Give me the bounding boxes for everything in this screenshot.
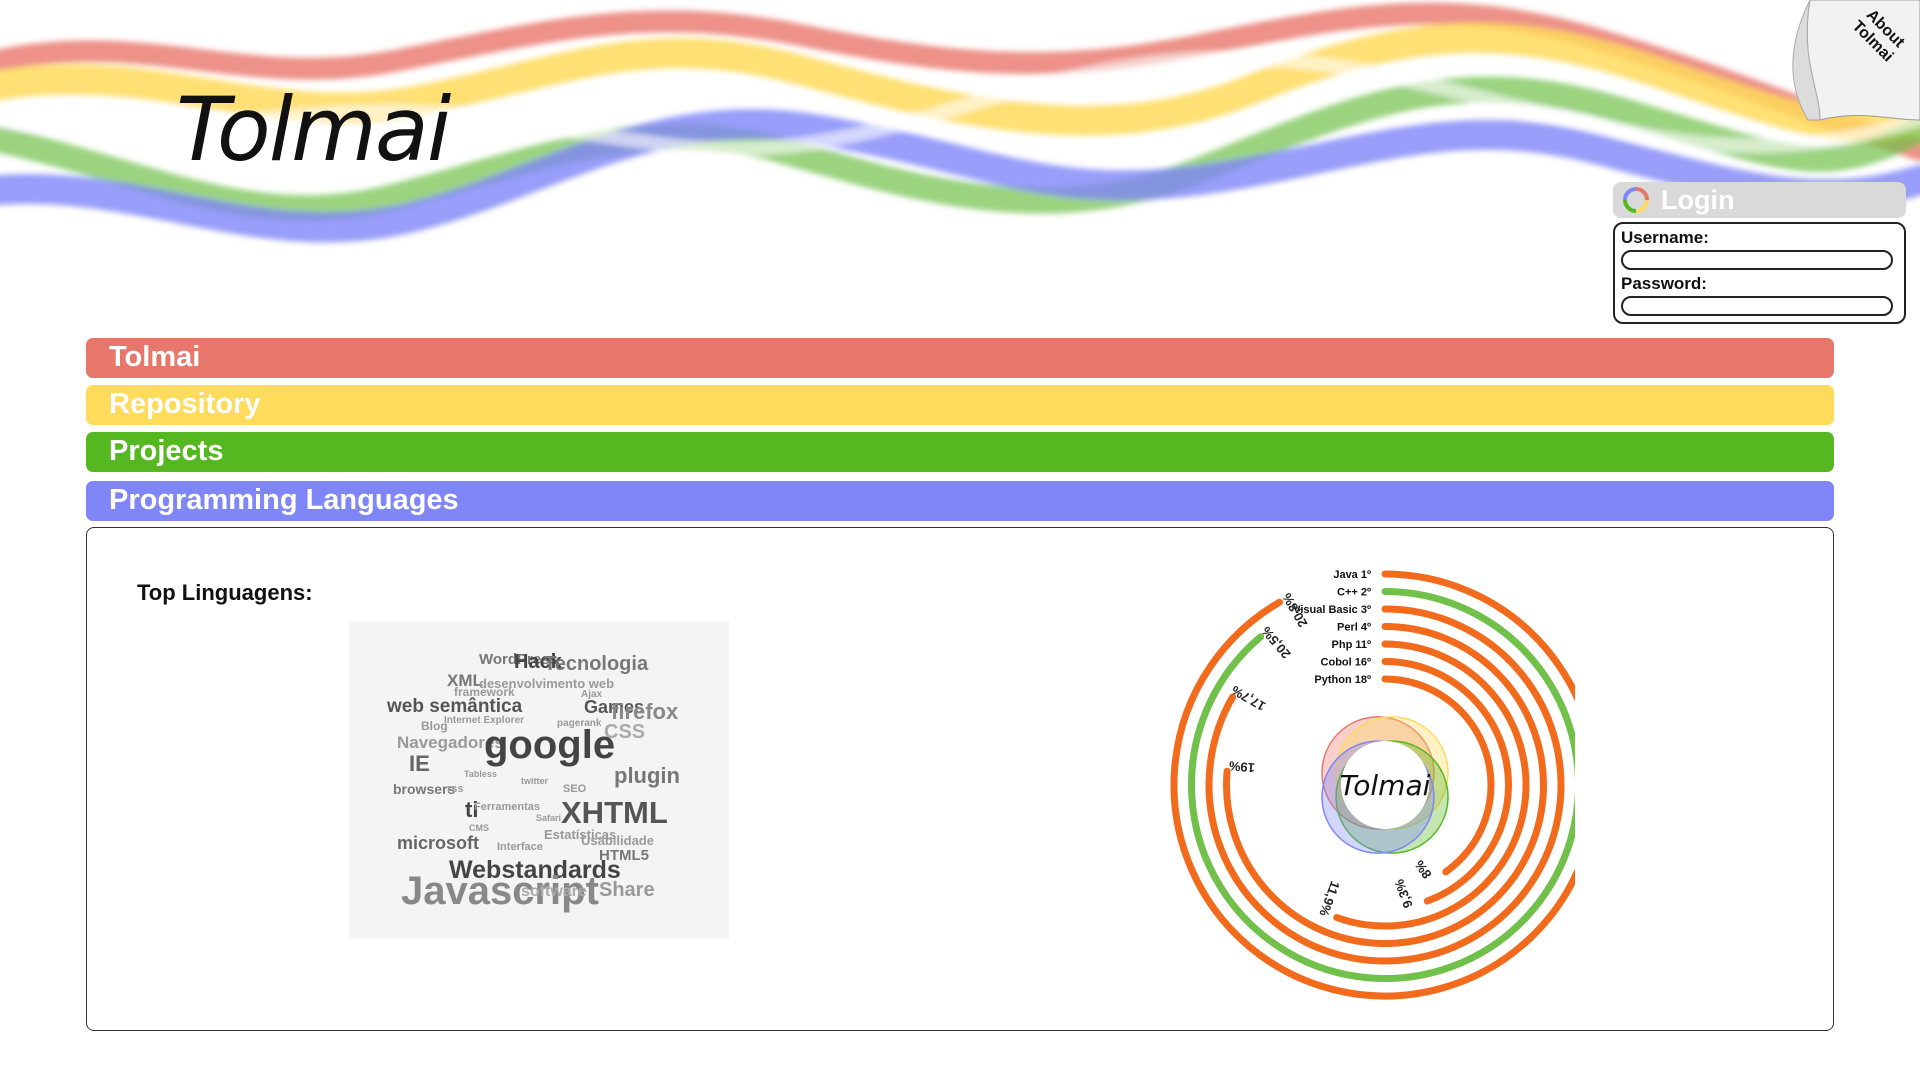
tag-word: twitter — [521, 776, 548, 786]
tag-word: Hack — [514, 651, 562, 673]
radial-bar-c- — [1188, 588, 1575, 982]
series-value-label: 17,7% — [1228, 682, 1268, 714]
tag-word: software — [521, 883, 587, 900]
tag-word: framework — [454, 685, 515, 699]
tag-word: Games — [584, 697, 645, 717]
username-input[interactable] — [1621, 250, 1893, 270]
radial-bar-perl — [1223, 623, 1547, 947]
tag-word: ti — [465, 797, 479, 822]
page-curl-icon — [1792, 0, 1920, 121]
password-label: Password: — [1621, 274, 1707, 293]
series-value-label: 11,9% — [1316, 879, 1343, 919]
tag-word: plugin — [614, 763, 680, 788]
nav-repository-label: Repository — [109, 388, 261, 420]
tag-word: CMS — [469, 823, 489, 833]
section-title: Top Linguagens: — [137, 580, 313, 605]
tag-word: Safari — [536, 813, 562, 823]
login-header: Login — [1613, 182, 1906, 218]
series-value-label: 19% — [1228, 758, 1256, 775]
tag-word: Tabless — [464, 769, 497, 779]
series-value-label: 20,5% — [1258, 623, 1293, 661]
password-input[interactable] — [1621, 296, 1893, 316]
radial-bar-java — [1170, 570, 1575, 1000]
username-label: Username: — [1621, 228, 1709, 247]
tag-word: google — [484, 723, 616, 767]
radial-bar-python — [1381, 675, 1495, 876]
center-label: Tolmai — [1340, 769, 1431, 802]
tag-word: Ajax — [581, 689, 603, 700]
tag-word: WordPress — [479, 651, 558, 668]
series-label: Visual Basic 3º — [1293, 604, 1371, 616]
series-label: Perl 4º — [1337, 622, 1371, 634]
tag-word: IE — [409, 751, 430, 776]
series-label: Python 18º — [1314, 674, 1371, 686]
tag-word: Internet Explorer — [444, 715, 525, 726]
series-label: C++ 2º — [1337, 587, 1371, 599]
series-label: Php 11º — [1332, 639, 1371, 651]
login-title: Login — [1661, 184, 1735, 215]
nav-repository[interactable]: Repository — [86, 385, 1834, 425]
tag-word: HTML5 — [599, 847, 649, 864]
tag-word: SEO — [563, 783, 587, 795]
radial-bar-cobol — [1381, 658, 1512, 905]
tolmai-logo[interactable]: Tolmai — [176, 78, 451, 181]
content-panel: Top Linguagens: WordPress Hack Tecnologi… — [86, 527, 1834, 1031]
about-tolmai-corner[interactable]: About Tolmai — [1780, 0, 1920, 140]
tag-word: Tecnologia — [544, 653, 649, 675]
tag-word: XML — [447, 671, 483, 690]
nav-tolmai-label: Tolmai — [109, 341, 201, 373]
nav-programming-languages[interactable]: Programming Languages — [86, 481, 1834, 521]
tag-word: Navegadores — [397, 733, 504, 752]
tag-word: Blog — [421, 719, 448, 733]
nav-projects-label: Projects — [109, 435, 224, 467]
tag-word: Estatísticas — [544, 827, 617, 842]
tolmai-ring-icon — [1623, 187, 1649, 213]
login-form: Username: Password: — [1613, 222, 1906, 324]
nav-programming-languages-label: Programming Languages — [109, 484, 459, 516]
radial-bar-php — [1333, 640, 1530, 930]
nav-projects[interactable]: Projects — [86, 432, 1834, 472]
logo-text: Tolmai — [176, 78, 451, 181]
tag-word: Ferramentas — [474, 801, 541, 813]
tag-word: firefox — [611, 699, 679, 724]
tag-word: desenvolvimento web — [479, 676, 615, 691]
tag-word: browsers — [393, 781, 456, 797]
tag-word: Share — [599, 879, 655, 901]
series-label: Cobol 16º — [1321, 657, 1371, 669]
header-waves — [0, 2, 1920, 243]
series-label: Java 1º — [1333, 569, 1371, 581]
series-value-label: 9,3% — [1391, 877, 1415, 910]
tag-word: pagerank — [557, 718, 602, 729]
login-panel: Login Username: Password: — [1613, 182, 1906, 324]
tag-word: Webstandards — [449, 856, 621, 884]
tag-word: XHTML — [561, 795, 668, 830]
radial-bar-visual-basic — [1205, 605, 1565, 965]
tag-word: CSS — [604, 721, 646, 743]
tag-cloud: WordPress Hack Tecnologia XML desenvolvi… — [349, 621, 729, 939]
tag-word: rss — [447, 783, 464, 795]
tag-word: Interface — [497, 841, 543, 853]
tag-word: microsoft — [397, 833, 480, 853]
tag-word: web semântica — [387, 696, 523, 717]
tag-word: Usabilidade — [581, 833, 654, 848]
center-emblem-core — [1341, 741, 1429, 829]
nav-tolmai[interactable]: Tolmai — [86, 338, 1834, 378]
series-value-label: 8% — [1411, 857, 1434, 881]
tag-word: Javascript — [401, 869, 599, 913]
